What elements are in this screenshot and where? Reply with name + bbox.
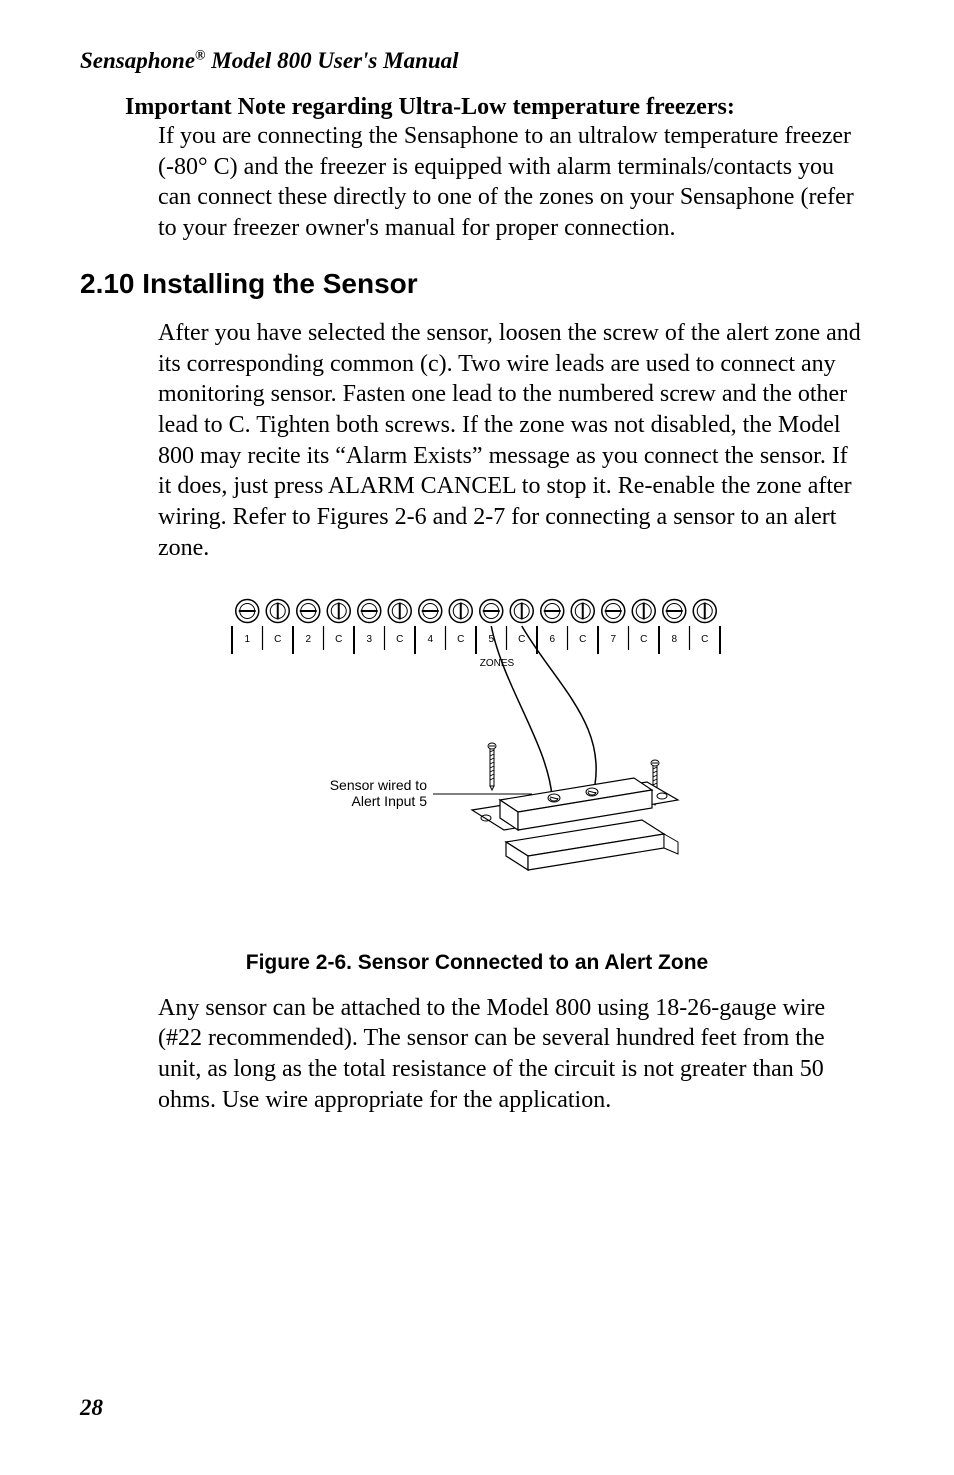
page-number: 28 [80, 1395, 103, 1421]
svg-text:8: 8 [671, 634, 677, 645]
header-prefix: Sensaphone [80, 48, 195, 73]
svg-text:C: C [640, 634, 647, 645]
figure-caption: Figure 2-6. Sensor Connected to an Alert… [80, 951, 874, 975]
svg-text:Sensor wired to: Sensor wired to [330, 777, 427, 793]
sensor-diagram: 1C2C3C4C5C6C7C8CZONESSensor wired toAler… [197, 588, 757, 918]
svg-text:4: 4 [427, 634, 433, 645]
section-heading: 2.10 Installing the Sensor [80, 268, 874, 300]
svg-text:C: C [701, 634, 708, 645]
svg-text:Alert Input 5: Alert Input 5 [352, 793, 428, 809]
svg-text:1: 1 [244, 634, 250, 645]
svg-text:C: C [335, 634, 342, 645]
section-para-1: After you have selected the sensor, loos… [158, 318, 864, 564]
note-title: Important Note regarding Ultra-Low tempe… [125, 94, 864, 121]
svg-text:7: 7 [610, 634, 616, 645]
svg-text:6: 6 [549, 634, 555, 645]
svg-text:ZONES: ZONES [480, 658, 515, 669]
svg-text:C: C [274, 634, 281, 645]
running-header: Sensaphone® Model 800 User's Manual [80, 48, 874, 74]
header-suffix: Model 800 User's Manual [206, 48, 459, 73]
note-body: If you are connecting the Sensaphone to … [158, 121, 864, 244]
important-note: Important Note regarding Ultra-Low tempe… [125, 94, 864, 244]
svg-text:2: 2 [305, 634, 311, 645]
registered-mark: ® [195, 48, 205, 63]
section-para-2: Any sensor can be attached to the Model … [158, 993, 864, 1116]
figure-2-6: 1C2C3C4C5C6C7C8CZONESSensor wired toAler… [80, 588, 874, 923]
page: Sensaphone® Model 800 User's Manual Impo… [0, 0, 954, 1116]
svg-text:C: C [457, 634, 464, 645]
svg-text:C: C [396, 634, 403, 645]
svg-text:3: 3 [366, 634, 372, 645]
svg-text:C: C [518, 634, 525, 645]
svg-text:C: C [579, 634, 586, 645]
